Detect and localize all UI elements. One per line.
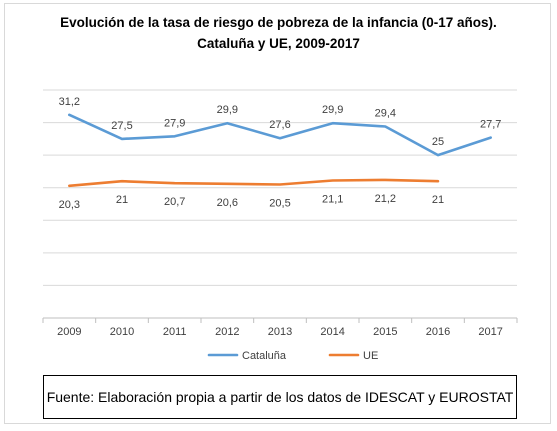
data-label: 20,3 bbox=[59, 199, 80, 211]
x-tick-label: 2015 bbox=[373, 326, 397, 338]
data-label: 21 bbox=[116, 194, 128, 206]
chart-frame bbox=[4, 3, 551, 424]
legend-label: UE bbox=[363, 350, 378, 362]
data-label: 31,2 bbox=[59, 96, 80, 108]
chart-title: Evolución de la tasa de riesgo de pobrez… bbox=[0, 12, 557, 54]
x-tick-label: 2013 bbox=[268, 326, 292, 338]
data-label: 20,6 bbox=[217, 197, 238, 209]
data-label: 27,5 bbox=[111, 120, 132, 132]
data-label: 21 bbox=[432, 194, 444, 206]
x-tick-label: 2012 bbox=[215, 326, 239, 338]
x-tick-label: 2017 bbox=[478, 326, 502, 338]
legend-label: Cataluña bbox=[242, 350, 287, 362]
series-line-ue bbox=[68, 178, 440, 188]
data-label: 29,9 bbox=[322, 104, 343, 116]
source-note-text: Fuente: Elaboración propia a partir de l… bbox=[46, 389, 514, 405]
data-label: 20,7 bbox=[164, 196, 185, 208]
data-label: 21,1 bbox=[322, 194, 343, 206]
series-lines bbox=[68, 113, 492, 188]
series-line-cataluña bbox=[68, 113, 492, 157]
x-tick-label: 2014 bbox=[320, 326, 344, 338]
data-label: 21,2 bbox=[375, 193, 396, 205]
x-tick-label: 2011 bbox=[163, 326, 187, 338]
data-label: 25 bbox=[432, 136, 444, 148]
data-label: 29,4 bbox=[375, 107, 396, 119]
chart-title-line-1: Evolución de la tasa de riesgo de pobrez… bbox=[60, 15, 497, 30]
data-label: 29,9 bbox=[217, 104, 238, 116]
data-labels: 31,2 27,5 27,9 29,9 27,6 29,9 29,4 25 27,7 20,3 21… bbox=[59, 96, 502, 211]
legend: Cataluña UE bbox=[207, 350, 378, 362]
x-tick-label: 2009 bbox=[57, 326, 81, 338]
data-label: 27,6 bbox=[269, 119, 290, 131]
data-label: 20,5 bbox=[269, 197, 290, 209]
chart-title-line-2: Cataluña y UE, 2009-2017 bbox=[197, 36, 360, 51]
data-label: 27,7 bbox=[480, 119, 501, 131]
source-note: Fuente: Elaboración propia a partir de l… bbox=[43, 375, 517, 419]
x-tick-label: 2016 bbox=[426, 326, 450, 338]
x-axis: 2009 2010 2011 2012 2013 2014 2015 2016 2017 bbox=[42, 317, 518, 338]
data-label: 27,9 bbox=[164, 117, 185, 129]
x-tick-label: 2010 bbox=[110, 326, 134, 338]
